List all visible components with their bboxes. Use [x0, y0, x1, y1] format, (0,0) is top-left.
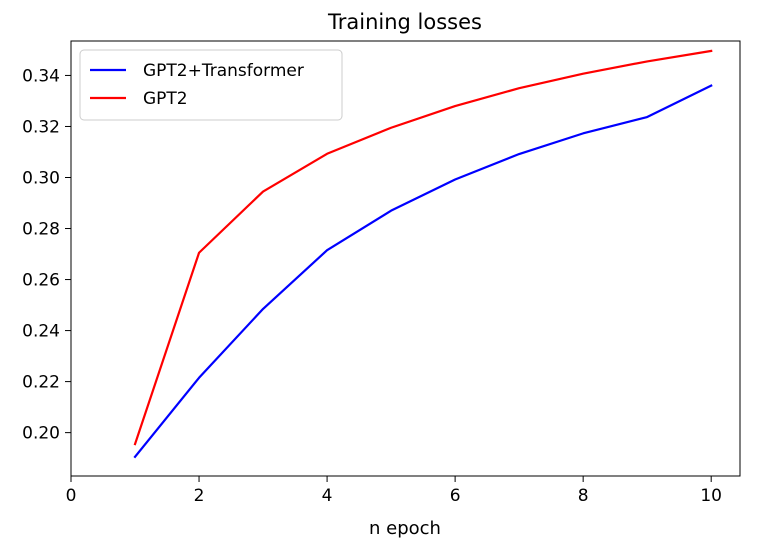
series-line-gpt2: [133, 49, 713, 446]
legend-entry-label: GPT2+Transformer: [143, 61, 304, 81]
y-tick-label: 0.24: [22, 322, 60, 342]
legend-box: [79, 49, 343, 121]
x-tick-label: 0: [66, 486, 77, 506]
y-tick-label: 0.26: [22, 271, 60, 291]
x-tick-label: 8: [578, 486, 589, 506]
x-tick-label: 4: [322, 486, 333, 506]
y-axis: 0.20 0.22 0.24 0.26 0.28 0.30 0.32 0.34: [22, 66, 71, 444]
y-tick-label: 0.34: [22, 66, 60, 86]
x-tick-label: 2: [194, 486, 205, 506]
y-tick-label: 0.32: [22, 117, 60, 137]
x-tick-label: 6: [450, 486, 461, 506]
legend-entry-label: GPT2: [143, 89, 188, 109]
x-axis-label: n epoch: [369, 518, 441, 538]
series-layer: [133, 49, 713, 459]
y-tick-label: 0.22: [22, 373, 60, 393]
legend: GPT2+Transformer GPT2: [79, 49, 343, 121]
y-tick-label: 0.20: [22, 424, 60, 444]
y-tick-label: 0.30: [22, 168, 60, 188]
x-tick-label: 10: [700, 486, 722, 506]
y-tick-label: 0.28: [22, 220, 60, 240]
series-line-gpt2-transformer: [133, 84, 713, 459]
plot-area-frame: [70, 40, 741, 477]
x-axis: 0 2 4 6 8 10: [66, 476, 722, 506]
chart-title: Training losses: [327, 10, 482, 34]
